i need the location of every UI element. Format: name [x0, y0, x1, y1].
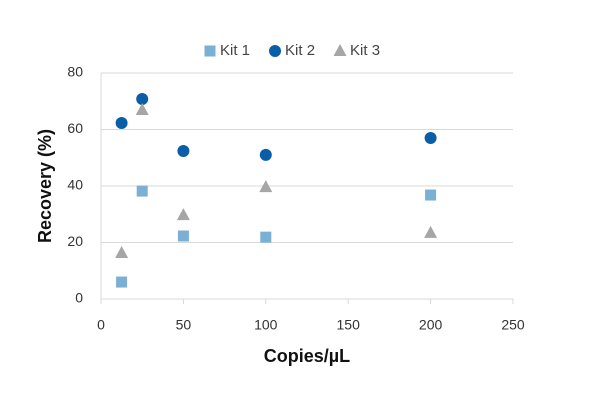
- point: [116, 276, 128, 288]
- point: [136, 92, 149, 105]
- y-tick-label: 40: [67, 177, 83, 193]
- x-tick-label: 150: [337, 317, 361, 333]
- point: [177, 144, 190, 157]
- x-tick-label: 250: [501, 317, 525, 333]
- point: [136, 185, 148, 197]
- x-axis-title: Copies/µL: [264, 346, 350, 366]
- point: [115, 245, 129, 258]
- point: [176, 208, 190, 221]
- y-tick-label: 60: [67, 120, 83, 136]
- point: [259, 148, 272, 161]
- legend-marker: [333, 44, 347, 56]
- point: [135, 103, 149, 116]
- point: [424, 131, 437, 144]
- y-tick-label: 20: [67, 233, 83, 249]
- point: [424, 225, 438, 238]
- x-tick-label: 100: [254, 317, 278, 333]
- point: [115, 117, 128, 130]
- x-tick-label: 0: [97, 317, 105, 333]
- x-tick-label: 50: [176, 317, 192, 333]
- y-tick-label: 80: [67, 64, 83, 80]
- legend-marker: [204, 45, 216, 57]
- legend-marker: [269, 45, 282, 57]
- point: [425, 189, 437, 201]
- x-tick-label: 200: [419, 317, 443, 333]
- point: [259, 180, 273, 193]
- y-tick-label: 0: [75, 290, 83, 306]
- legend-label: Kit 2: [285, 42, 315, 59]
- legend-label: Kit 3: [350, 42, 380, 59]
- point: [177, 230, 189, 242]
- legend-label: Kit 1: [220, 42, 250, 59]
- point: [260, 231, 272, 243]
- y-axis-title: Recovery (%): [35, 129, 55, 243]
